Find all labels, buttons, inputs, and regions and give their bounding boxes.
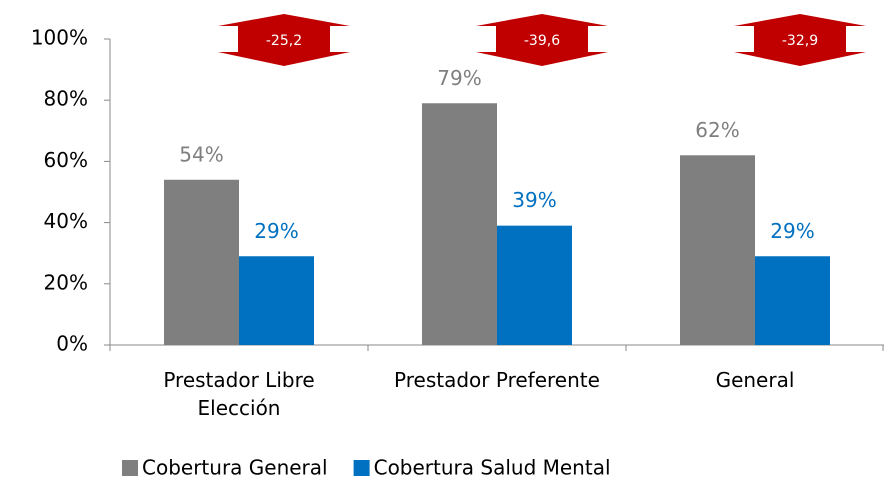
legend-label: Cobertura General — [142, 456, 328, 479]
bar — [422, 103, 497, 345]
annotation-arrow — [476, 14, 608, 66]
annotation-arrow — [218, 14, 350, 66]
y-tick-label: 100% — [31, 26, 88, 50]
y-tick-label: 80% — [44, 87, 88, 111]
legend-label: Cobertura Salud Mental — [374, 456, 611, 479]
y-tick-label: 0% — [56, 332, 88, 356]
value-label: 39% — [512, 188, 556, 212]
bar — [239, 256, 314, 345]
y-tick-label: 40% — [44, 209, 88, 233]
value-label: 29% — [254, 219, 298, 243]
bar — [497, 225, 572, 345]
bar — [164, 179, 239, 345]
y-tick-label: 60% — [44, 148, 88, 172]
legend-swatch — [122, 460, 138, 476]
y-tick-label: 20% — [44, 270, 88, 294]
legend-swatch — [353, 460, 370, 476]
bar — [755, 256, 830, 345]
annotation: -32,9 — [782, 33, 818, 49]
value-label: 54% — [179, 142, 223, 166]
x-tick-label: Prestador Libre Elección — [163, 368, 315, 420]
bar — [680, 155, 755, 345]
value-label: 62% — [695, 118, 739, 142]
annotation: -39,6 — [524, 33, 560, 49]
annotation-arrow — [734, 14, 866, 66]
x-tick-label: General — [715, 368, 795, 392]
value-label: 79% — [437, 66, 481, 90]
annotation: -25,2 — [266, 33, 302, 49]
value-label: 29% — [770, 219, 814, 243]
x-tick-label: Prestador Preferente — [394, 368, 600, 392]
